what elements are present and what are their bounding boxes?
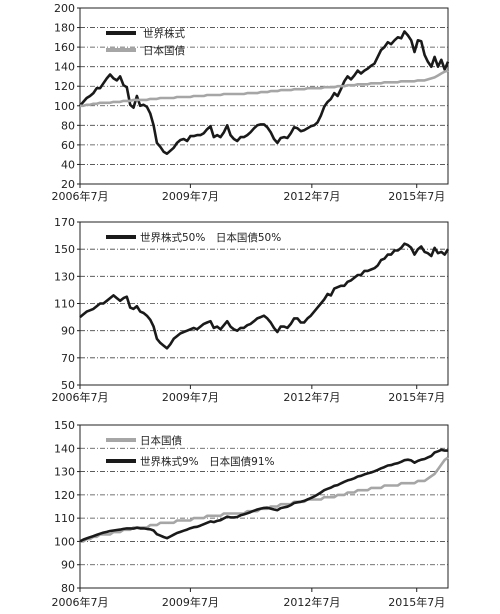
- y-tick-label: 50: [61, 379, 75, 392]
- y-tick-label: 140: [54, 61, 75, 74]
- series-line-0: [79, 30, 450, 155]
- y-tick-label: 110: [54, 512, 75, 525]
- x-tick-label: 2015年7月: [388, 390, 445, 404]
- x-tick-label: 2015年7月: [388, 595, 445, 609]
- y-tick-label: 120: [54, 489, 75, 502]
- chart-50-50-portfolio: 50 70 90 110 130 150 170 2006年7月 2009年7月 2012年7月 2…: [52, 216, 450, 404]
- y-tick-label: 180: [54, 22, 75, 35]
- legend-label: 日本国債: [140, 434, 182, 447]
- y-tick-label: 40: [61, 158, 75, 171]
- legend-label: 日本国債: [143, 44, 185, 57]
- y-tick-label: 110: [54, 298, 75, 311]
- y-tick-label: 140: [54, 442, 75, 455]
- y-tick-label: 100: [54, 100, 75, 113]
- plot-frame: [79, 7, 449, 185]
- y-tick-label: 130: [54, 270, 75, 283]
- x-tick-label: 2006年7月: [52, 189, 109, 203]
- y-tick-label: 130: [54, 466, 75, 479]
- legend-label: 世界株式: [143, 27, 185, 40]
- y-tick-label: 90: [61, 559, 75, 572]
- y-tick-label: 100: [54, 535, 75, 548]
- plot-frame: [79, 424, 449, 589]
- y-tick-label: 120: [54, 80, 75, 93]
- x-tick-label: 2009年7月: [162, 390, 219, 404]
- y-tick-label: 80: [61, 119, 75, 132]
- series-line-1: [79, 448, 448, 543]
- x-tick-label: 2006年7月: [52, 595, 109, 609]
- chart-world-stocks-vs-jgb: 20 40 60 80 100 120 140 160 180 200 2006年7月 2009年7月…: [52, 2, 450, 203]
- y-tick-label: 150: [54, 419, 75, 432]
- x-tick-label: 2006年7月: [52, 390, 109, 404]
- y-tick-label: 70: [61, 352, 75, 365]
- x-tick-label: 2012年7月: [283, 189, 340, 203]
- x-tick-label: 2012年7月: [283, 595, 340, 609]
- series-line-1: [80, 69, 449, 108]
- x-tick-label: 2015年7月: [388, 189, 445, 203]
- x-tick-label: 2009年7月: [162, 595, 219, 609]
- x-tick-label: 2012年7月: [283, 390, 340, 404]
- y-tick-label: 60: [61, 139, 75, 152]
- y-tick-label: 80: [61, 582, 75, 595]
- y-tick-label: 150: [54, 243, 75, 256]
- chart-9-91-portfolio: 80 90 100 110 120 130 140 150 2006年7月 2009年7月 2012…: [52, 419, 449, 609]
- legend-label: 世界株式9% 日本国債91%: [140, 455, 275, 468]
- series-line-0: [79, 242, 450, 350]
- y-tick-label: 170: [54, 216, 75, 229]
- plot-frame: [79, 221, 449, 386]
- y-tick-label: 20: [61, 178, 75, 191]
- legend-label: 世界株式50% 日本国債50%: [140, 231, 281, 244]
- x-tick-label: 2009年7月: [162, 189, 219, 203]
- y-tick-label: 90: [61, 325, 75, 338]
- y-tick-label: 200: [54, 2, 75, 15]
- y-tick-label: 160: [54, 41, 75, 54]
